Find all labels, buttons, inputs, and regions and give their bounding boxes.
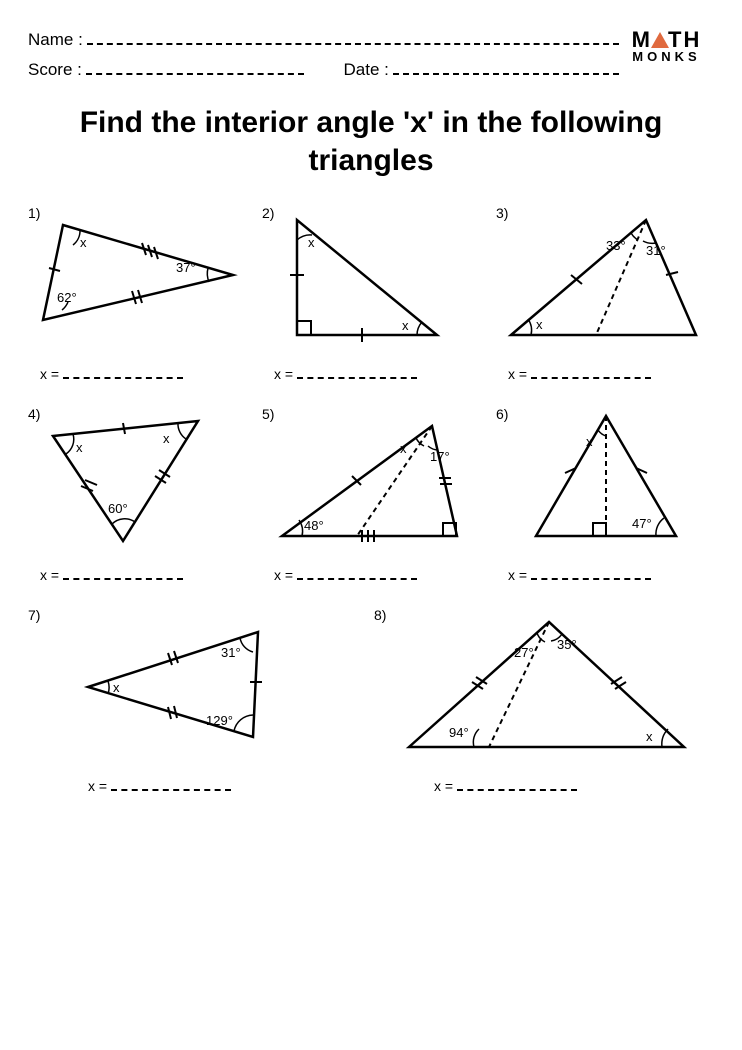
- answer-label: x =: [274, 366, 293, 382]
- answer-blank[interactable]: [297, 566, 417, 580]
- logo-monks: MONKS: [619, 51, 714, 63]
- answer-blank[interactable]: [531, 566, 651, 580]
- answer-blank[interactable]: [457, 777, 577, 791]
- name-label: Name :: [28, 30, 83, 50]
- svg-text:x: x: [646, 729, 653, 744]
- triangle-figure: 33° 31° x: [496, 205, 716, 355]
- answer-label: x =: [434, 778, 453, 794]
- svg-text:31°: 31°: [221, 645, 241, 660]
- svg-text:60°: 60°: [108, 501, 128, 516]
- answer-label: x =: [40, 366, 59, 382]
- score-field: Score :: [28, 60, 304, 80]
- answer-label: x =: [274, 567, 293, 583]
- answer-blank[interactable]: [111, 777, 231, 791]
- svg-text:x: x: [163, 431, 170, 446]
- answer-label: x =: [88, 778, 107, 794]
- svg-text:x: x: [400, 441, 407, 456]
- problems-grid-bottom: 7) x 31° 129° x = 8): [28, 607, 714, 794]
- answer-line: x =: [28, 365, 248, 382]
- svg-text:31°: 31°: [646, 243, 666, 258]
- score-blank[interactable]: [86, 61, 304, 75]
- svg-text:x: x: [113, 680, 120, 695]
- answer-blank[interactable]: [531, 365, 651, 379]
- answer-line: x =: [262, 365, 482, 382]
- problem-6: 6) x 47° x =: [496, 406, 716, 583]
- triangle-figure: x 17° 48°: [262, 406, 482, 556]
- problem-7: 7) x 31° 129° x =: [28, 607, 360, 794]
- answer-line: x =: [28, 777, 360, 794]
- score-label: Score :: [28, 60, 82, 80]
- answer-line: x =: [374, 777, 714, 794]
- date-label: Date :: [344, 60, 389, 80]
- svg-text:35°: 35°: [557, 637, 577, 652]
- svg-text:x: x: [586, 434, 593, 449]
- header-fields: Name : Score : Date :: [28, 30, 619, 90]
- answer-blank[interactable]: [297, 365, 417, 379]
- answer-blank[interactable]: [63, 566, 183, 580]
- svg-text:33°: 33°: [606, 238, 626, 253]
- svg-text:17°: 17°: [430, 449, 450, 464]
- problem-4: 4) x x 60° x =: [28, 406, 248, 583]
- svg-text:37°: 37°: [176, 260, 196, 275]
- svg-text:x: x: [308, 235, 315, 250]
- worksheet-header: Name : Score : Date : MTH MONKS: [28, 30, 714, 90]
- problems-grid: 1) x 37° 62° x = 2): [28, 205, 714, 583]
- answer-label: x =: [40, 567, 59, 583]
- svg-text:47°: 47°: [632, 516, 652, 531]
- triangle-figure: x 47°: [496, 406, 716, 556]
- triangle-figure: x 31° 129°: [28, 607, 360, 767]
- name-blank[interactable]: [87, 31, 619, 45]
- answer-line: x =: [262, 566, 482, 583]
- triangle-figure: 27° 35° 94° x: [374, 607, 714, 767]
- svg-text:x: x: [536, 317, 543, 332]
- name-field: Name :: [28, 30, 619, 50]
- brand-logo: MTH MONKS: [619, 30, 714, 63]
- answer-line: x =: [496, 566, 716, 583]
- svg-text:27°: 27°: [514, 645, 534, 660]
- problem-8: 8) 27° 35° 94° x x =: [374, 607, 714, 794]
- triangle-figure: x x 60°: [28, 406, 248, 556]
- svg-text:94°: 94°: [449, 725, 469, 740]
- answer-blank[interactable]: [63, 365, 183, 379]
- problem-1: 1) x 37° 62° x =: [28, 205, 248, 382]
- svg-text:129°: 129°: [206, 713, 233, 728]
- triangle-figure: x x: [262, 205, 482, 355]
- answer-label: x =: [508, 366, 527, 382]
- triangle-figure: x 37° 62°: [28, 205, 248, 355]
- svg-text:x: x: [80, 235, 87, 250]
- answer-line: x =: [28, 566, 248, 583]
- answer-label: x =: [508, 567, 527, 583]
- svg-text:x: x: [402, 318, 409, 333]
- worksheet-title: Find the interior angle 'x' in the follo…: [76, 104, 666, 179]
- problem-5: 5) x 17° 48° x =: [262, 406, 482, 583]
- svg-text:62°: 62°: [57, 290, 77, 305]
- date-blank[interactable]: [393, 61, 619, 75]
- svg-text:x: x: [76, 440, 83, 455]
- date-field: Date :: [344, 60, 620, 80]
- triangle-icon: [651, 32, 669, 48]
- svg-text:48°: 48°: [304, 518, 324, 533]
- problem-3: 3) 33° 31° x x =: [496, 205, 716, 382]
- problem-2: 2) x x x =: [262, 205, 482, 382]
- answer-line: x =: [496, 365, 716, 382]
